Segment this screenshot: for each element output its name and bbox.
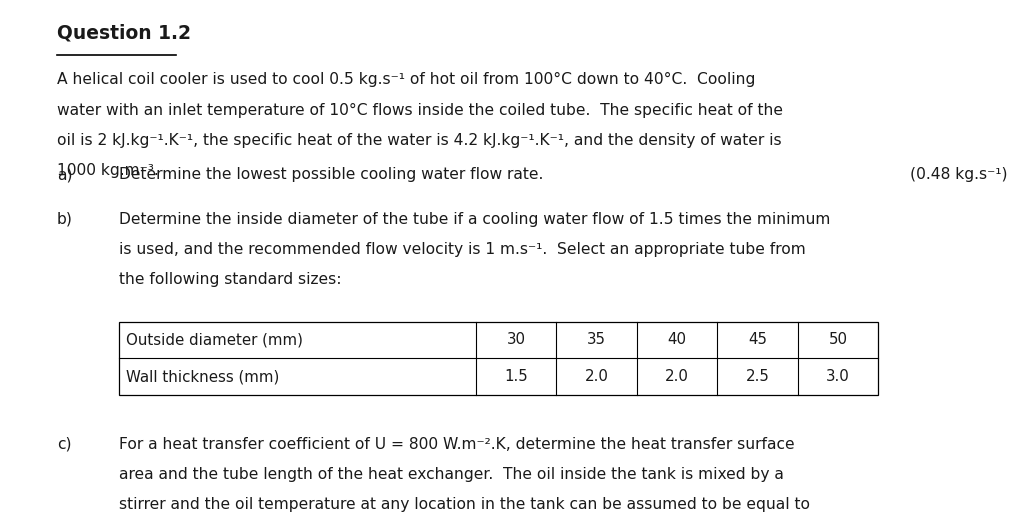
Text: 1.5: 1.5: [504, 369, 528, 384]
Text: a): a): [57, 167, 72, 183]
Text: 3.0: 3.0: [826, 369, 850, 384]
Text: 45: 45: [748, 333, 766, 347]
Text: (0.48 kg.s⁻¹): (0.48 kg.s⁻¹): [910, 167, 1007, 183]
Text: 1000 kg.m⁻³.: 1000 kg.m⁻³.: [57, 163, 158, 178]
Text: is used, and the recommended flow velocity is 1 m.s⁻¹.  Select an appropriate tu: is used, and the recommended flow veloci…: [119, 242, 806, 257]
Text: Outside diameter (mm): Outside diameter (mm): [126, 333, 303, 347]
Text: For a heat transfer coefficient of U = 800 W.m⁻².K, determine the heat transfer : For a heat transfer coefficient of U = 8…: [119, 437, 794, 452]
Text: 30: 30: [507, 333, 526, 347]
Text: 40: 40: [667, 333, 687, 347]
Text: Determine the lowest possible cooling water flow rate.: Determine the lowest possible cooling wa…: [119, 167, 543, 183]
Text: Determine the inside diameter of the tube if a cooling water flow of 1.5 times t: Determine the inside diameter of the tub…: [119, 212, 831, 227]
Text: oil is 2 kJ.kg⁻¹.K⁻¹, the specific heat of the water is 4.2 kJ.kg⁻¹.K⁻¹, and the: oil is 2 kJ.kg⁻¹.K⁻¹, the specific heat …: [57, 133, 781, 148]
Text: b): b): [57, 212, 72, 227]
Text: area and the tube length of the heat exchanger.  The oil inside the tank is mixe: area and the tube length of the heat exc…: [119, 467, 784, 482]
Text: 2.5: 2.5: [746, 369, 770, 384]
Text: 50: 50: [828, 333, 847, 347]
Text: A helical coil cooler is used to cool 0.5 kg.s⁻¹ of hot oil from 100°C down to 4: A helical coil cooler is used to cool 0.…: [57, 72, 755, 87]
Text: 2.0: 2.0: [665, 369, 689, 384]
Text: Question 1.2: Question 1.2: [57, 24, 191, 42]
Bar: [119, 322, 878, 395]
Text: 35: 35: [587, 333, 606, 347]
Text: the following standard sizes:: the following standard sizes:: [119, 272, 341, 288]
Text: stirrer and the oil temperature at any location in the tank can be assumed to be: stirrer and the oil temperature at any l…: [119, 497, 810, 513]
Text: water with an inlet temperature of 10°C flows inside the coiled tube.  The speci: water with an inlet temperature of 10°C …: [57, 103, 783, 118]
Text: Wall thickness (mm): Wall thickness (mm): [126, 369, 279, 384]
Text: 2.0: 2.0: [585, 369, 608, 384]
Text: c): c): [57, 437, 71, 452]
